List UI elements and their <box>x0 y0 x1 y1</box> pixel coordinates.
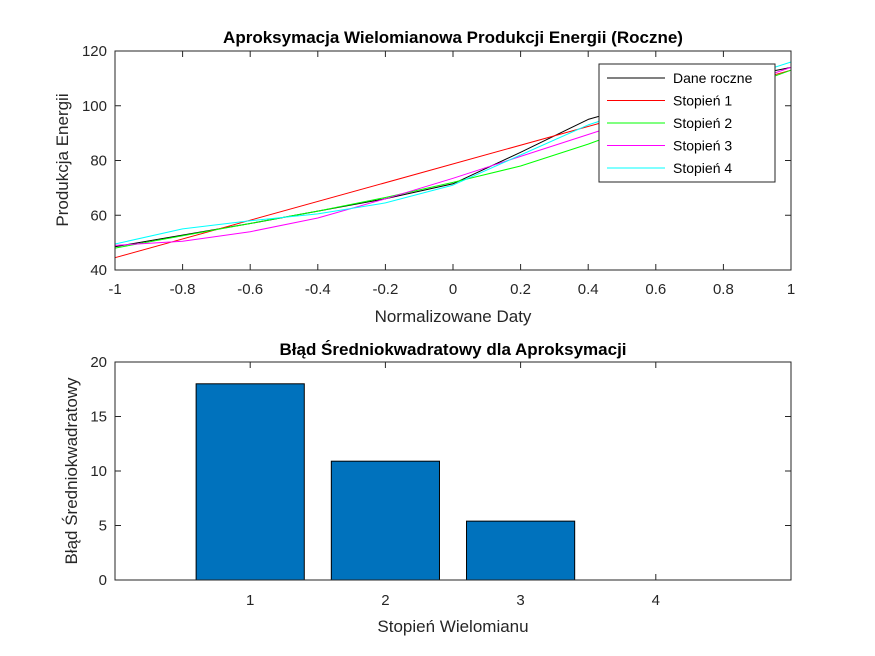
bar-chart-x-tick-label: 2 <box>381 592 389 609</box>
bar-degree-2 <box>330 460 440 581</box>
legend-entry: Stopień 2 <box>673 115 732 131</box>
bar-chart-bars <box>195 383 576 581</box>
line-chart-x-tick-label: 0 <box>449 281 457 298</box>
bar-chart-title: Błąd Średniokwadratowy dla Aproksymacji <box>279 340 626 359</box>
line-chart-x-tick-label: 0.2 <box>510 281 531 298</box>
bar-chart-x-tick-label: 4 <box>652 592 660 609</box>
legend-entry: Stopień 1 <box>673 93 732 109</box>
bar-degree-3 <box>466 520 576 581</box>
bar-chart-y-tick-label: 5 <box>99 518 107 535</box>
line-chart-grid: -1 -0.8 -0.6 -0.4 -0.2 0 0.2 0.4 0.6 0.8 1 40 60 80 10… <box>82 43 795 298</box>
line-chart-y-tick-label: 80 <box>90 153 107 170</box>
line-chart-x-tick-label: 0.6 <box>645 281 666 298</box>
line-chart-y-tick-label: 120 <box>82 43 107 60</box>
line-chart-title: Aproksymacja Wielomianowa Produkcji Ener… <box>223 28 683 47</box>
bar-chart-x-tick-label: 1 <box>246 592 254 609</box>
line-chart-axes-box <box>114 50 792 271</box>
line-chart-x-tick-label: 1 <box>787 281 795 298</box>
bar-degree-1 <box>195 383 305 581</box>
line-chart-x-tick-label: -1 <box>108 281 121 298</box>
line-chart-x-tick-label: -0.8 <box>170 281 196 298</box>
line-chart-x-tick-label: 0.8 <box>713 281 734 298</box>
line-chart-y-tick-label: 60 <box>90 207 107 224</box>
line-chart-x-tick-label: -0.4 <box>305 281 331 298</box>
bar-chart-axes-box <box>114 361 792 581</box>
bar-chart-x-tick-label: 3 <box>516 592 524 609</box>
line-chart-y-axis-label: Produkcja Energii <box>53 93 72 226</box>
legend-entry: Dane roczne <box>673 70 753 86</box>
line-chart-x-tick-label: -0.6 <box>237 281 263 298</box>
bar-chart-y-tick-label: 0 <box>99 572 107 589</box>
bar-chart-y-tick-label: 10 <box>90 463 107 480</box>
line-chart-legend: Dane roczne Stopień 1 Stopień 2 Stopień 3 St… <box>598 63 776 183</box>
bar-chart: Błąd Średniokwadratowy dla Aproksymacji … <box>62 340 792 636</box>
bar-chart-ticks: 1 2 3 4 0 5 10 15 20 <box>90 354 791 609</box>
line-chart-y-tick-label: 100 <box>82 98 107 115</box>
line-chart-x-tick-label: 0.4 <box>578 281 599 298</box>
legend-entry: Stopień 3 <box>673 138 732 154</box>
line-chart: Aproksymacja Wielomianowa Produkcji Ener… <box>53 28 795 326</box>
legend-entry: Stopień 4 <box>673 160 732 176</box>
line-chart-x-axis-label: Normalizowane Daty <box>375 307 532 326</box>
line-chart-y-tick-label: 40 <box>90 262 107 279</box>
bar-chart-y-tick-label: 15 <box>90 409 107 426</box>
bar-chart-y-axis-label: Błąd Średniokwadratowy <box>62 377 81 565</box>
bar-chart-x-axis-label: Stopień Wielomianu <box>377 617 528 636</box>
bar-chart-y-tick-label: 20 <box>90 354 107 371</box>
line-chart-x-tick-label: -0.2 <box>372 281 398 298</box>
